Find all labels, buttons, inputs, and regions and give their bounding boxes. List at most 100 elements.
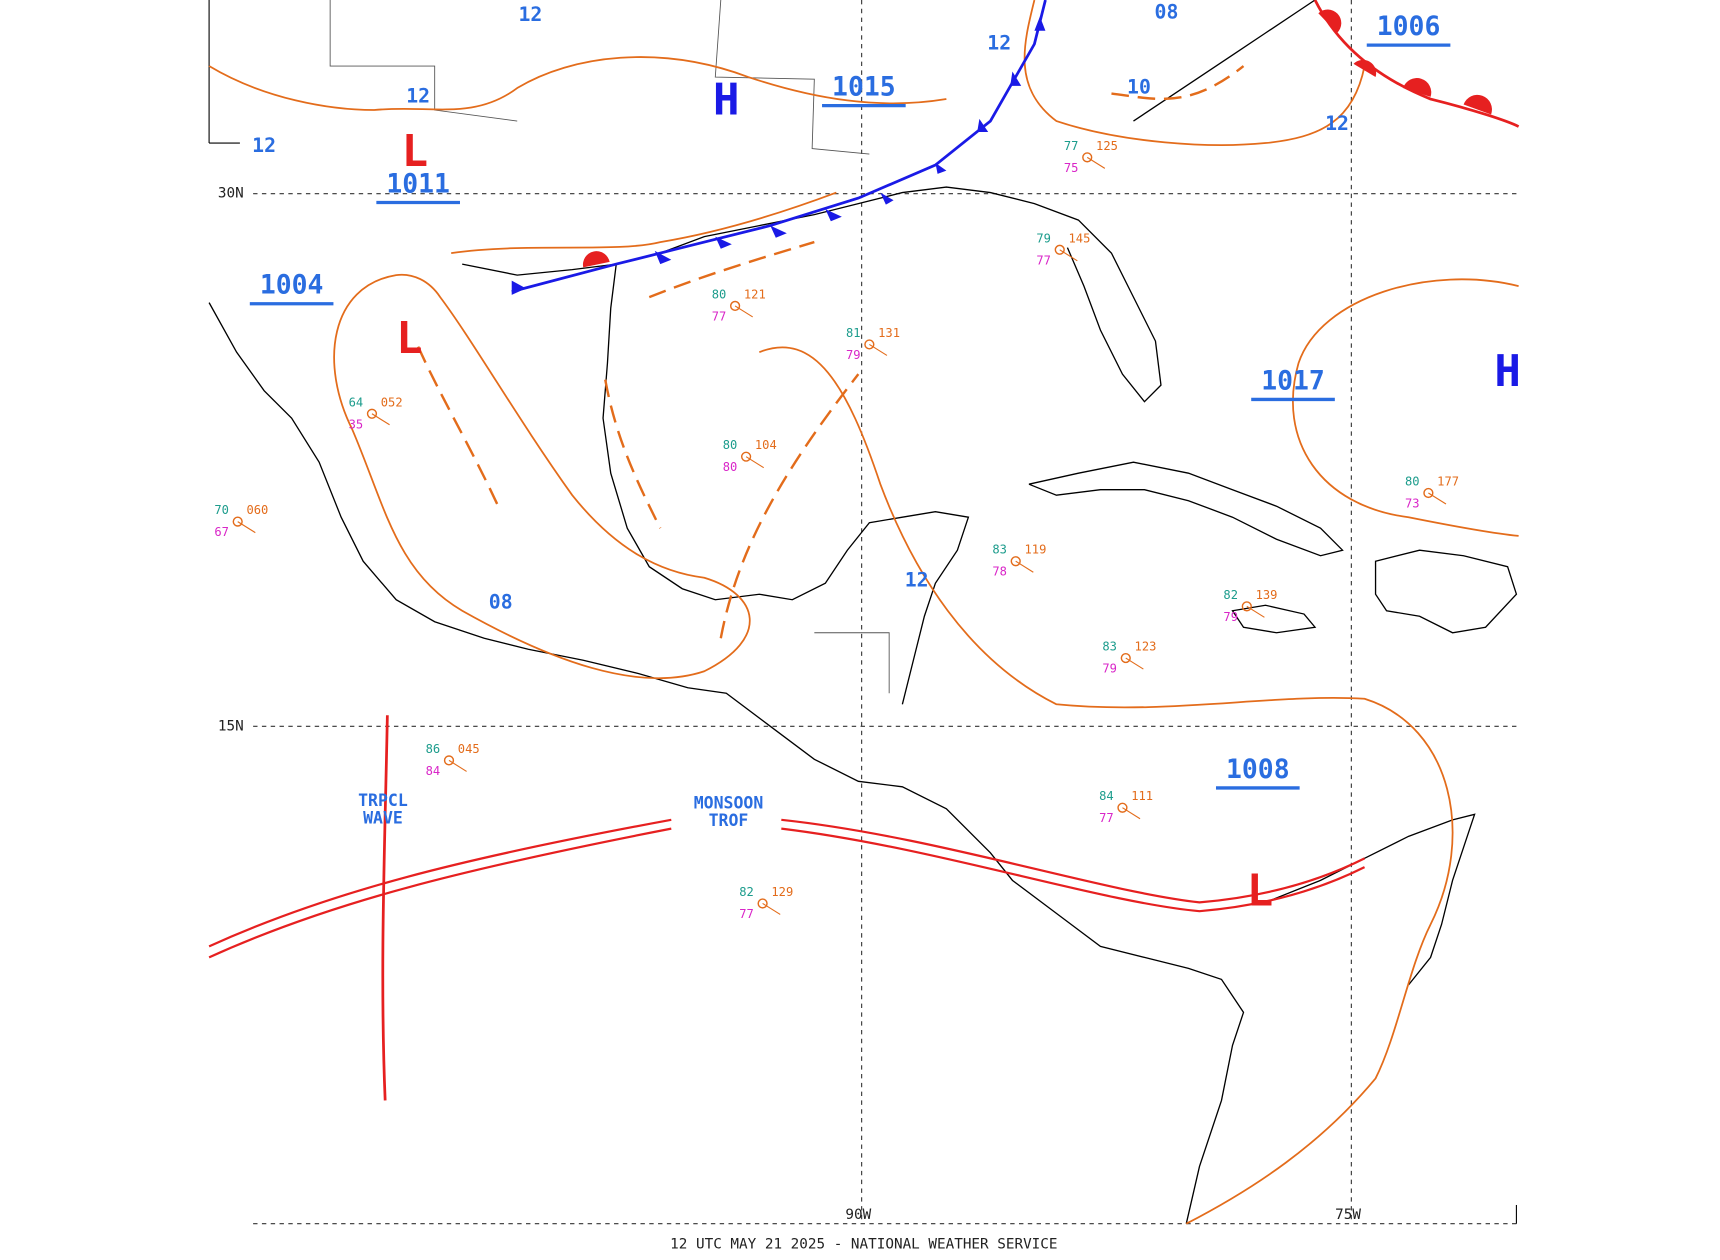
isobar — [1292, 278, 1519, 537]
feature-label: TRPCL WAVE — [358, 791, 408, 828]
gulf-coast — [208, 302, 1245, 1224]
station-temp: 83 — [1102, 640, 1117, 654]
wind-barb — [1428, 492, 1447, 505]
gulf-coast — [462, 186, 1162, 403]
trough — [648, 240, 815, 299]
pressure-label: 1015 — [832, 72, 896, 103]
tropical-wave — [381, 715, 389, 1101]
grid-label: 75W — [1335, 1207, 1361, 1223]
warm-pip — [1318, 9, 1492, 115]
station-pressure: 121 — [744, 287, 766, 301]
south-america — [1265, 813, 1476, 986]
grid-label: 15N — [218, 718, 244, 734]
border — [329, 0, 890, 694]
isobar-label: 10 — [1127, 76, 1151, 99]
station-dewpoint: 79 — [846, 348, 861, 362]
station-temp: 79 — [1036, 231, 1051, 245]
wind-barb — [371, 413, 390, 426]
station-temp: 82 — [739, 885, 754, 899]
station-pressure: 129 — [771, 885, 793, 899]
isobar-label: 08 — [489, 591, 513, 614]
trough — [417, 346, 502, 513]
station-pressure: 104 — [755, 438, 777, 452]
station-marker — [232, 516, 243, 527]
wind-barb — [1059, 249, 1078, 262]
station-marker — [740, 451, 752, 462]
station-marker — [757, 898, 768, 909]
trough — [1111, 65, 1245, 101]
pressure-center: L — [1247, 866, 1273, 917]
trough — [719, 373, 860, 639]
warm-pip — [582, 251, 610, 268]
wind-barb — [745, 456, 765, 469]
wind-barb — [448, 759, 467, 772]
wind-barb — [1122, 807, 1141, 820]
station-temp: 81 — [846, 326, 861, 340]
isobar-label: 12 — [905, 569, 929, 592]
pressure-label: 1006 — [1377, 11, 1441, 42]
station-dewpoint: 77 — [712, 309, 727, 323]
station-dewpoint: 78 — [992, 565, 1007, 579]
isobar-label: 12 — [518, 3, 542, 26]
station-marker — [1082, 152, 1093, 163]
graticule — [208, 0, 1519, 1225]
isobar — [451, 191, 837, 254]
station-pressure: 177 — [1437, 474, 1459, 488]
grid-label: 90W — [845, 1207, 871, 1223]
station-dewpoint: 77 — [1099, 811, 1114, 825]
station-marker — [1117, 802, 1128, 813]
isobar-label: 12 — [1325, 112, 1349, 135]
station-marker — [864, 339, 875, 350]
station-temp: 80 — [712, 287, 727, 301]
jamaica — [1231, 604, 1317, 634]
station-temp: 70 — [214, 503, 229, 517]
station-marker — [366, 408, 378, 419]
pressure-label: 1004 — [260, 270, 324, 301]
isobars — [208, 0, 1519, 1225]
station-temp: 84 — [1099, 789, 1114, 803]
isobar — [333, 273, 751, 680]
grid-label: 30N — [218, 186, 244, 202]
isobar — [208, 56, 947, 111]
station-dewpoint: 77 — [739, 907, 754, 921]
station-temp: 77 — [1064, 139, 1079, 153]
station-temp: 86 — [426, 742, 441, 756]
warm-front — [1313, 0, 1520, 128]
monsoon-trough — [208, 818, 1366, 959]
pressure-label: 1017 — [1261, 365, 1325, 396]
station-pressure: 123 — [1135, 640, 1157, 654]
station-temp: 64 — [349, 395, 364, 409]
station-pressure: 145 — [1069, 231, 1091, 245]
pressure-center: H — [713, 74, 740, 125]
wind-barb — [1246, 605, 1265, 618]
station-pressure: 119 — [1025, 543, 1047, 557]
wind-barb — [869, 343, 888, 356]
station-dewpoint: 75 — [1064, 161, 1079, 175]
station-pressure: 125 — [1096, 139, 1118, 153]
station-marker — [1120, 652, 1131, 664]
station-dewpoint: 84 — [426, 764, 441, 778]
station-pressure: 139 — [1256, 588, 1278, 602]
station-pressure: 045 — [458, 742, 480, 756]
station-dewpoint: 79 — [1102, 662, 1117, 676]
station-pressure: 060 — [247, 503, 269, 517]
station-dewpoint: 67 — [214, 525, 229, 539]
pressure-center: L — [396, 313, 423, 364]
pressure-label: 1011 — [386, 168, 450, 199]
hispaniola — [1374, 549, 1518, 634]
station-marker — [443, 755, 455, 766]
station-dewpoint: 79 — [1223, 610, 1238, 624]
isobar — [1023, 0, 1366, 146]
station-temp: 80 — [723, 438, 738, 452]
station-dewpoint: 77 — [1036, 253, 1051, 267]
station-pressure: 111 — [1131, 789, 1153, 803]
station-pressure: 131 — [878, 326, 900, 340]
station-marker — [729, 300, 741, 312]
wind-barb — [1015, 560, 1034, 573]
station-dewpoint: 73 — [1405, 496, 1420, 510]
station-marker — [1423, 487, 1434, 499]
wind-barb — [734, 305, 753, 318]
station-temp: 83 — [992, 543, 1007, 557]
